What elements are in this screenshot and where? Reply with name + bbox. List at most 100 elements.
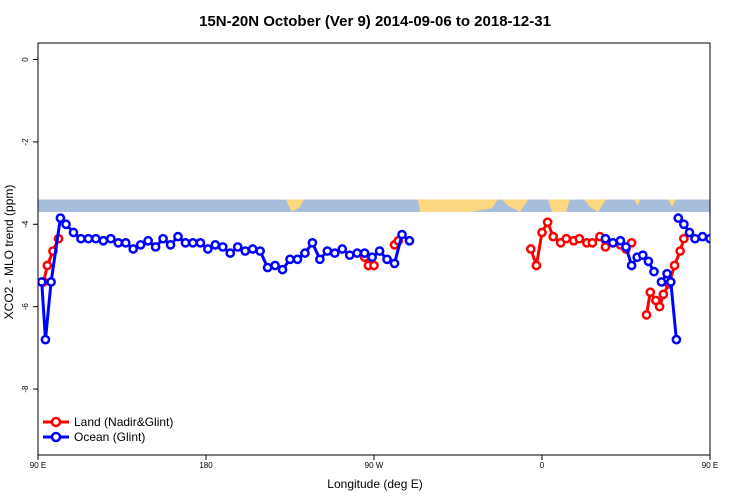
map-strip — [38, 199, 710, 212]
series-land — [38, 217, 689, 320]
data-point — [255, 246, 265, 256]
data-point — [120, 237, 131, 248]
data-point — [68, 227, 79, 238]
data-point — [40, 334, 51, 345]
data-point — [180, 237, 191, 248]
data-point — [285, 254, 295, 265]
data-point — [537, 227, 547, 238]
data-point — [531, 260, 542, 271]
data-point — [679, 219, 689, 230]
data-point — [344, 250, 355, 261]
x-tick-label: 90 W — [365, 461, 384, 470]
data-point — [665, 277, 676, 287]
data-point — [55, 213, 66, 223]
data-point — [210, 240, 221, 250]
data-point — [158, 233, 168, 244]
data-point — [561, 233, 572, 244]
data-point — [615, 235, 626, 246]
data-point — [608, 237, 618, 248]
data-point — [165, 240, 176, 250]
data-point — [203, 244, 213, 254]
data-point — [542, 217, 553, 228]
data-point — [300, 248, 310, 258]
data-point — [690, 233, 700, 244]
data-point — [662, 268, 672, 279]
data-point — [83, 233, 94, 244]
map-land-patch — [668, 199, 676, 207]
data-point — [337, 244, 348, 254]
data-point — [38, 277, 47, 287]
data-point — [697, 231, 708, 242]
map-land-patch — [584, 199, 606, 212]
data-point — [658, 289, 669, 300]
data-point — [600, 242, 611, 252]
data-point — [270, 260, 280, 271]
data-point — [669, 260, 680, 271]
data-point — [113, 237, 124, 248]
legend-marker-ocean — [50, 431, 62, 443]
data-point — [705, 233, 710, 244]
legend-marker-land — [50, 416, 62, 428]
y-tick-label: -6 — [21, 303, 30, 311]
x-tick-label: 0 — [540, 461, 545, 470]
data-point — [374, 246, 385, 256]
data-point — [173, 231, 183, 242]
map-land-patch — [286, 199, 304, 212]
data-point — [637, 250, 648, 261]
data-point — [367, 252, 377, 263]
data-point — [277, 264, 288, 275]
map-land-patch — [634, 199, 640, 206]
data-point — [322, 246, 333, 256]
x-axis: 90 E 180 90 W 0 90 E — [30, 455, 718, 470]
data-point — [128, 244, 139, 254]
data-point — [382, 254, 392, 265]
y-tick-label: -8 — [21, 385, 30, 393]
data-point — [574, 233, 585, 244]
data-point — [135, 240, 146, 250]
data-point — [389, 258, 400, 269]
data-point — [359, 248, 370, 258]
x-axis-label: Longitude (deg E) — [327, 477, 422, 491]
legend-item-land: Land (Nadir&Glint) — [43, 415, 173, 429]
y-axis-label: XCO2 - MLO trend (ppm) — [2, 185, 16, 320]
data-point — [654, 301, 665, 312]
data-point — [292, 254, 303, 265]
data-point — [46, 277, 56, 287]
data-point — [150, 242, 161, 252]
chart-title: 15N-20N October (Ver 9) 2014-09-06 to 20… — [199, 13, 551, 30]
legend-item-ocean: Ocean (Glint) — [43, 430, 145, 444]
y-tick-label: -4 — [21, 220, 30, 228]
data-point — [645, 287, 656, 298]
legend-label-ocean: Ocean (Glint) — [74, 430, 145, 444]
data-point — [225, 248, 236, 258]
legend: Land (Nadir&Glint) Ocean (Glint) — [43, 415, 173, 444]
data-point — [675, 246, 685, 256]
data-point — [61, 219, 71, 230]
y-tick-label: 0 — [21, 57, 30, 62]
data-point — [656, 277, 667, 287]
data-point — [587, 237, 598, 248]
data-point — [352, 248, 363, 258]
legend-label-land: Land (Nadir&Glint) — [74, 415, 173, 429]
data-point — [679, 233, 689, 244]
x-tick-label: 90 E — [30, 461, 46, 470]
x-tick-label: 180 — [199, 461, 213, 470]
data-point — [404, 235, 415, 246]
y-tick-label: -2 — [21, 138, 30, 146]
data-point — [232, 242, 243, 252]
data-point — [188, 237, 198, 248]
data-point — [369, 260, 379, 271]
series-ocean — [38, 213, 710, 345]
data-point — [649, 266, 659, 277]
data-point — [641, 310, 652, 320]
data-point — [42, 260, 53, 271]
data-point — [643, 256, 654, 267]
data-point — [91, 233, 101, 244]
data-point — [525, 244, 536, 254]
data-point — [307, 237, 318, 248]
data-point — [626, 260, 637, 271]
data-point — [548, 231, 559, 242]
data-point — [143, 235, 153, 246]
data-point — [240, 246, 251, 256]
map-land-patch — [548, 199, 570, 212]
